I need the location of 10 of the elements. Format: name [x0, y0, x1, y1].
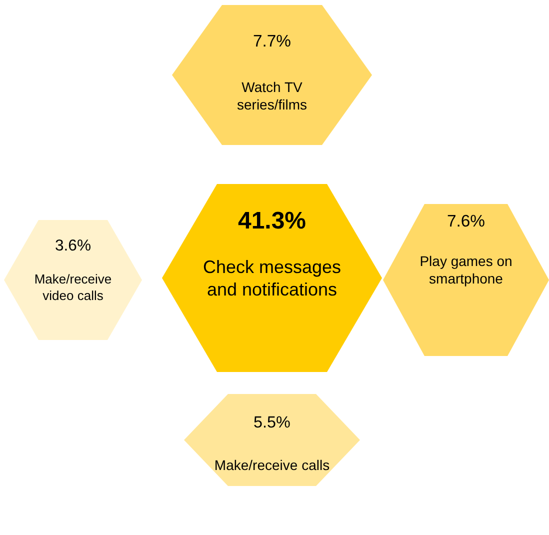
category-label: Check messages and notifications [202, 256, 342, 300]
data-label: 5.5% [254, 413, 290, 432]
data-label: 7.6% [446, 212, 486, 231]
data-label: 3.6% [54, 237, 92, 254]
data-label: 41.3% [238, 208, 306, 235]
data-label: 7.7% [252, 32, 292, 51]
category-label: Play games on smartphone [420, 252, 512, 286]
category-label: Make/receive video calls [34, 272, 112, 303]
category-label: Make/receive calls [214, 456, 330, 473]
category-label: Watch TV series/films [236, 78, 308, 112]
